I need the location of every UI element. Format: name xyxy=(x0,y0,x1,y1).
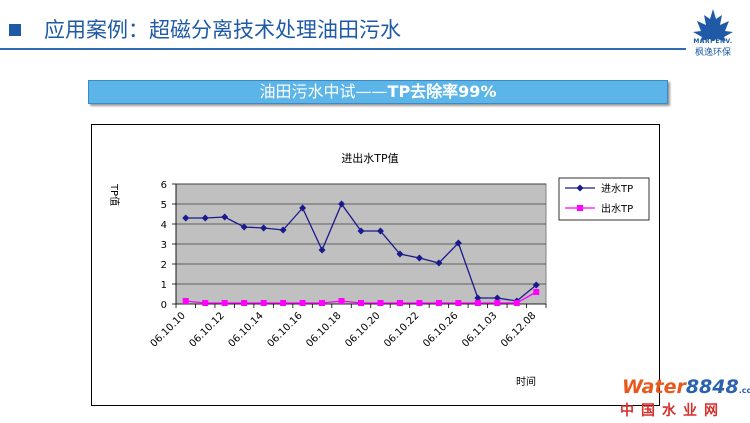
data-point-outlet xyxy=(221,300,228,306)
data-point-outlet xyxy=(435,300,442,306)
y-tick-label: 2 xyxy=(161,260,167,271)
title-bullet xyxy=(9,24,21,36)
legend-label-outlet: 出水TP xyxy=(601,202,633,215)
y-tick-label: 0 xyxy=(161,300,167,311)
banner-prefix: 油田污水中试—— xyxy=(259,82,388,101)
data-point-inlet xyxy=(357,227,365,235)
data-point-inlet xyxy=(182,214,190,222)
data-point-inlet xyxy=(221,213,229,221)
data-point-outlet xyxy=(358,300,364,306)
logo-text-cn: 枫逸环保 xyxy=(694,48,731,58)
header-bar: 应用案例：超磁分离技术处理油田污水 MARI ENV. 枫逸环保 xyxy=(0,0,750,60)
data-point-outlet xyxy=(241,300,248,306)
data-point-inlet xyxy=(376,227,384,235)
watermark-word: Water xyxy=(622,376,686,398)
x-tick-label: 06.11.03 xyxy=(460,310,499,349)
watermark-domain: .com xyxy=(738,386,750,395)
y-axis-label: TP值 xyxy=(108,183,121,206)
data-point-outlet xyxy=(299,300,306,306)
y-tick-label: 6 xyxy=(161,180,167,191)
legend-marker-inlet xyxy=(576,184,584,192)
data-point-inlet xyxy=(240,223,248,231)
data-point-outlet xyxy=(474,300,481,306)
x-tick-label: 06.10.22 xyxy=(382,310,421,349)
data-point-outlet xyxy=(319,300,326,306)
banner-highlight: TP去除率99% xyxy=(387,82,497,101)
chart-legend: 进水TP 出水TP xyxy=(558,177,650,221)
x-tick-label: 06.10.14 xyxy=(226,310,265,349)
data-point-inlet xyxy=(532,281,540,289)
page-title: 应用案例：超磁分离技术处理油田污水 xyxy=(44,18,401,42)
data-point-outlet xyxy=(182,298,189,304)
data-point-outlet xyxy=(338,298,345,304)
data-point-outlet xyxy=(416,300,423,306)
data-point-inlet xyxy=(493,294,501,302)
subtitle-banner: 油田污水中试——TP去除率99% xyxy=(88,80,668,104)
x-tick-label: 06.10.12 xyxy=(188,310,227,349)
x-tick-label: 06.10.18 xyxy=(304,310,343,349)
legend-box xyxy=(558,177,650,221)
maple-leaf-logo-icon xyxy=(693,9,733,41)
y-tick-label: 5 xyxy=(161,200,167,211)
x-tick-label: 06.10.16 xyxy=(265,310,304,349)
data-point-outlet xyxy=(396,300,403,306)
y-tick-label: 4 xyxy=(161,220,167,231)
logo-text-en: MARI ENV. xyxy=(693,38,733,45)
legend-marker-outlet xyxy=(577,205,583,211)
data-point-outlet xyxy=(280,300,287,306)
data-point-outlet xyxy=(377,300,384,306)
legend-label-inlet: 进水TP xyxy=(601,183,633,195)
x-tick-label: 06.10.26 xyxy=(421,310,460,349)
x-axis-label: 时间 xyxy=(516,375,536,388)
watermark-cn: 中国水业网 xyxy=(620,403,725,419)
x-tick-label: 06.10.20 xyxy=(343,310,382,349)
data-point-inlet xyxy=(474,294,482,302)
data-point-inlet xyxy=(338,200,346,208)
x-tick-label: 06.10.10 xyxy=(149,310,188,349)
data-point-inlet xyxy=(201,214,209,222)
watermark-number: 8848 xyxy=(685,376,739,398)
data-point-outlet xyxy=(202,300,209,306)
y-tick-label: 1 xyxy=(161,280,167,291)
data-point-outlet xyxy=(260,300,267,306)
data-point-outlet xyxy=(455,300,462,306)
y-tick-label: 3 xyxy=(161,240,167,251)
data-point-inlet xyxy=(279,226,287,234)
data-point-inlet xyxy=(454,239,462,247)
x-tick-label: 06.12.08 xyxy=(499,310,538,349)
data-point-outlet xyxy=(494,300,501,306)
data-point-inlet xyxy=(435,259,443,267)
data-point-inlet xyxy=(260,224,268,232)
data-point-outlet xyxy=(533,289,540,295)
data-point-outlet xyxy=(513,300,520,306)
data-point-inlet xyxy=(318,246,326,254)
data-point-inlet xyxy=(299,204,307,212)
watermark-logo: Water8848.com xyxy=(622,376,750,398)
data-point-inlet xyxy=(396,250,404,258)
data-point-inlet xyxy=(415,254,423,262)
chart-title: 进出水TP值 xyxy=(341,151,398,165)
header-rule xyxy=(0,48,686,50)
